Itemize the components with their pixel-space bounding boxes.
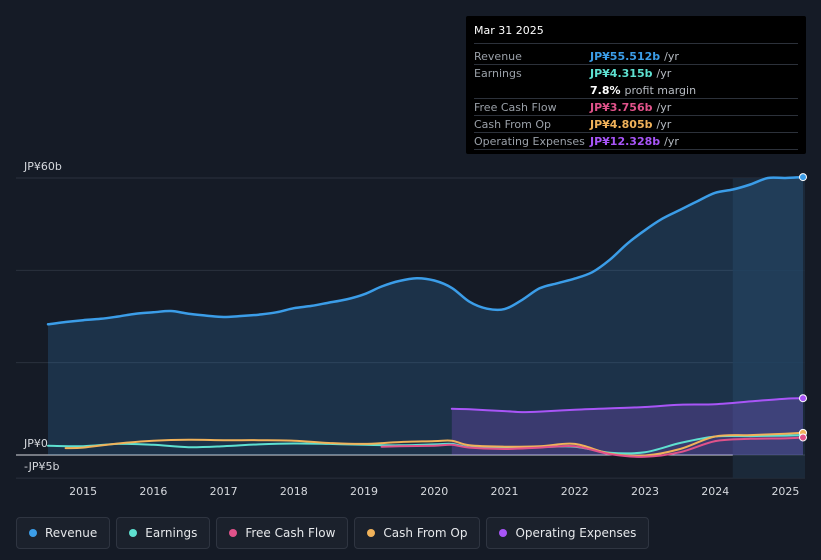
cash-from-op-line (64, 431, 804, 457)
x-tick-label: 2015 (69, 485, 97, 498)
tooltip-value: JP¥4.315b (590, 67, 653, 80)
tooltip-value: 7.8% (590, 83, 621, 97)
legend-dot-icon (367, 529, 376, 537)
tooltip-row-cash-from-op: Cash From Op JP¥4.805b /yr (474, 116, 798, 133)
legend-dot-icon (29, 529, 37, 537)
tooltip-row-earnings: Earnings JP¥4.315b /yr (474, 65, 798, 82)
tooltip-row-operating-expenses: Operating Expenses JP¥12.328b /yr (474, 133, 798, 150)
legend-label: Operating Expenses (515, 526, 637, 540)
tooltip-unit: /yr (656, 100, 672, 114)
legend-earnings-button[interactable]: Earnings (116, 517, 211, 549)
tooltip-unit: /yr (664, 49, 679, 63)
operating-expenses-end-dot (799, 394, 807, 403)
x-tick-label: 2018 (280, 485, 308, 498)
x-tick-label: 2016 (139, 485, 167, 498)
legend-operating-expenses-button[interactable]: Operating Expenses (486, 517, 650, 549)
tooltip-label: Revenue (474, 49, 522, 63)
x-tick-label: 2017 (210, 485, 238, 498)
end-markers (799, 173, 807, 442)
y-label-bottom: -JP¥5b (24, 460, 59, 473)
revenue-end-dot (799, 173, 807, 182)
tooltip-value: JP¥3.756b (590, 100, 653, 114)
tooltip-row-revenue: Revenue JP¥55.512b /yr (474, 48, 798, 65)
x-tick-label: 2025 (771, 485, 799, 498)
revenue-line (46, 175, 805, 326)
legend-dot-icon (229, 529, 238, 537)
legend-label: Free Cash Flow (245, 526, 336, 540)
x-tick-label: 2024 (701, 485, 729, 498)
tooltip-label: Free Cash Flow (474, 100, 557, 114)
x-tick-label: 2021 (491, 485, 519, 498)
legend-label: Cash From Op (383, 526, 468, 540)
chart: JP¥60b JP¥0 -JP¥5b 2015 2016 2017 2018 2019 2… (16, 160, 807, 498)
forecast-highlight (732, 178, 805, 479)
legend-free-cash-flow-button[interactable]: Free Cash Flow (216, 517, 349, 549)
free-cash-flow-end-dot (799, 433, 807, 442)
legend-label: Earnings (145, 526, 198, 540)
tooltip: Mar 31 2025 Revenue JP¥55.512b /yr Earni… (466, 16, 806, 154)
legend-dot-icon (499, 529, 508, 537)
tooltip-value: JP¥4.805b (590, 117, 653, 131)
tooltip-unit: /yr (656, 117, 672, 131)
tooltip-label: Earnings (474, 67, 522, 80)
legend-dot-icon (129, 529, 138, 537)
x-axis-ticks: 2015 2016 2017 2018 2019 2020 2021 2022 2023 2024… (69, 485, 799, 498)
x-tick-label: 2023 (631, 485, 659, 498)
area-fills (48, 177, 803, 455)
y-label-top: JP¥60b (23, 160, 62, 173)
legend-revenue-button[interactable]: Revenue (16, 517, 111, 549)
tooltip-row-profit-margin: 7.8% profit margin (474, 82, 798, 99)
legend-cash-from-op-button[interactable]: Cash From Op (354, 517, 481, 549)
legend: Revenue Earnings Free Cash Flow Cash Fro… (16, 517, 650, 549)
earnings-line (47, 434, 804, 455)
x-tick-label: 2022 (561, 485, 589, 498)
y-label-zero: JP¥0 (23, 437, 48, 450)
series-lines (46, 175, 805, 458)
tooltip-value: JP¥12.328b (590, 134, 661, 148)
highlight-band (732, 178, 805, 479)
grid (16, 177, 805, 479)
x-tick-label: 2019 (350, 485, 378, 498)
tooltip-row-free-cash-flow: Free Cash Flow JP¥3.756b /yr (474, 99, 798, 116)
tooltip-date: Mar 31 2025 (474, 24, 798, 44)
tooltip-unit: /yr (656, 67, 672, 80)
tooltip-unit: profit margin (624, 83, 697, 97)
tooltip-value: JP¥55.512b (590, 49, 661, 63)
free-cash-flow-line (380, 436, 804, 458)
legend-label: Revenue (45, 526, 98, 540)
tooltip-label: Operating Expenses (474, 134, 585, 148)
revenue-area (48, 177, 803, 455)
operating-expenses-line (450, 397, 804, 414)
x-tick-label: 2020 (420, 485, 448, 498)
tooltip-unit: /yr (664, 134, 679, 148)
tooltip-label: Cash From Op (474, 117, 552, 131)
